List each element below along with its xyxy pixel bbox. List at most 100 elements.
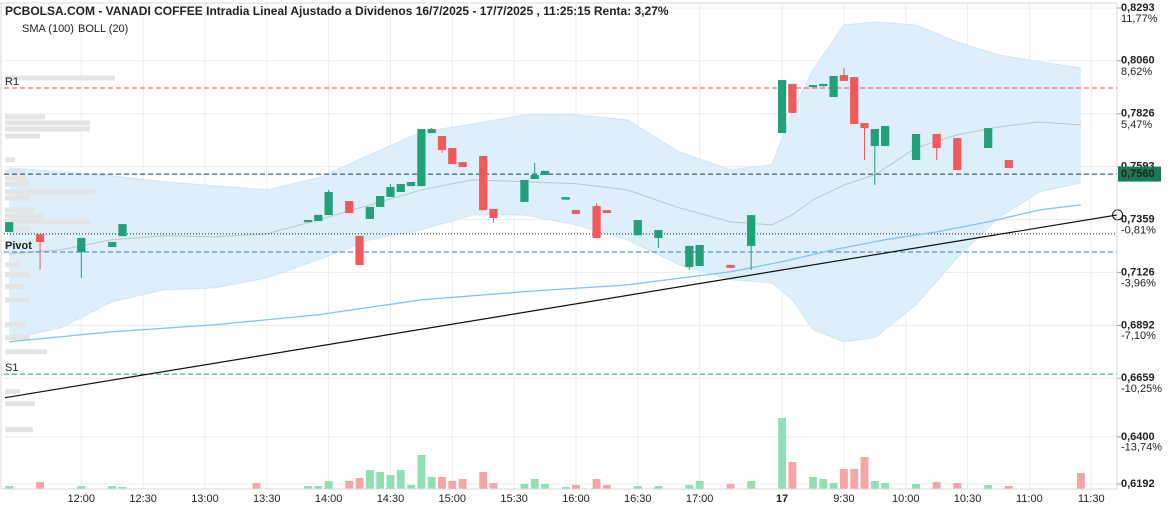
volume-profile-bar (5, 120, 90, 126)
volume-bar (118, 487, 127, 489)
volume-bar (829, 483, 838, 489)
chart-title: PCBOLSA.COM - VANADI COFFEE Intradia Lin… (5, 4, 669, 18)
volume-profile-bar (5, 284, 25, 290)
x-tick-label: 14:30 (377, 493, 405, 505)
candle-body (571, 210, 581, 214)
volume-bar (860, 457, 869, 489)
y2-tick-label: -3,96% (1121, 277, 1156, 289)
volume-bar (850, 469, 859, 489)
x-tick-label: 17 (776, 493, 788, 505)
volume-profile-bar (5, 181, 30, 187)
y-tick-label: 0,8060 (1121, 55, 1155, 67)
x-tick-label: 12:00 (68, 493, 96, 505)
volume-profile-bar (5, 335, 30, 341)
volume-bar (314, 486, 323, 489)
volume-bar (654, 486, 663, 489)
x-tick-label: 14:00 (315, 493, 343, 505)
volume-bar (355, 478, 364, 489)
candle-body (1004, 160, 1013, 168)
candle-body (520, 179, 529, 202)
candle-body (345, 201, 354, 214)
boll-upper (9, 21, 1082, 191)
volume-profile-bar (5, 75, 115, 81)
y2-tick-label: -10,25% (1121, 383, 1162, 395)
volume-profile-bar (5, 114, 45, 120)
candle-body (850, 77, 859, 124)
volume-bar (479, 472, 488, 489)
volume-bar (1004, 486, 1013, 489)
candle-body (365, 206, 374, 219)
sma-line (9, 204, 1082, 343)
volume-bar (778, 418, 786, 489)
volume-bar (984, 485, 993, 489)
y-tick-label: 0,6400 (1121, 431, 1155, 443)
candle-body (376, 196, 385, 207)
x-tick-label: 10:00 (892, 493, 920, 505)
last-price-box (1118, 166, 1161, 182)
volume-bar (438, 477, 446, 489)
candle-body (458, 162, 467, 168)
candle-body (355, 235, 364, 265)
volume-bar (427, 477, 436, 489)
y2-tick-label: 8,62% (1121, 66, 1152, 78)
y-tick-label: 0,7826 (1121, 108, 1155, 120)
candle-body (406, 181, 416, 187)
candle-body (777, 80, 787, 134)
layers: 12:00 12:30 13:00 13:30 14:00 14:30 15:00 15:30… (0, 2, 1162, 505)
level-label: Pivot (5, 240, 32, 252)
candle-body (829, 75, 838, 98)
volume-bar (819, 479, 828, 489)
candle-body (77, 237, 86, 253)
candle-body (303, 220, 313, 223)
candle-body (932, 133, 941, 149)
boll-band (9, 22, 1081, 342)
level-label: S1 (5, 362, 18, 374)
candle-body (654, 230, 663, 238)
volume-profile-bar (5, 226, 30, 232)
y-tick-label: 0,7359 (1121, 214, 1155, 226)
volume-bar (561, 487, 570, 489)
volume-bar (407, 485, 415, 489)
x-tick-label: 16:30 (624, 493, 652, 505)
volume-bar (489, 483, 498, 489)
candle-body (602, 210, 611, 214)
y-tick-label: 0,8293 (1121, 2, 1155, 14)
volume-profile-bar (5, 401, 35, 407)
volume-bar (695, 481, 704, 489)
level-label: R1 (5, 76, 19, 88)
x-tick-label: 9:30 (833, 493, 854, 505)
trend-line (4, 214, 1118, 399)
candle-body (561, 197, 570, 200)
volume-profile-bar (5, 157, 15, 163)
volume-bar (448, 481, 457, 489)
volume-profile-bar (5, 126, 90, 132)
candle-body (448, 148, 457, 165)
y-tick-label: 0,7126 (1121, 266, 1155, 278)
volume-profile-bar (5, 243, 20, 249)
volume-bar (304, 486, 312, 489)
x-tick-label: 15:30 (500, 493, 528, 505)
volume-bar (77, 486, 86, 489)
candle-body (108, 242, 117, 248)
plot-frame (0, 2, 1118, 490)
volume-bar (36, 482, 44, 489)
volume-bar (912, 484, 920, 489)
volume-profile-bar (5, 133, 40, 139)
y2-tick-label: -0,81% (1121, 224, 1156, 236)
candle-body (386, 186, 395, 197)
volume-bar (572, 485, 580, 489)
candle-body (685, 245, 694, 267)
volume-bar (747, 481, 756, 489)
x-tick-label: 13:30 (253, 493, 281, 505)
volume-profile-bar (5, 219, 90, 225)
volume-bar (839, 469, 848, 489)
volume-bar (417, 455, 426, 489)
candle-body (839, 75, 849, 81)
volume-bar (386, 475, 395, 489)
candle-body (726, 264, 735, 268)
candle-body (530, 174, 539, 180)
volume-bar (726, 484, 735, 489)
volume-bar (324, 481, 333, 489)
y2-tick-label: 5,47% (1121, 119, 1152, 131)
